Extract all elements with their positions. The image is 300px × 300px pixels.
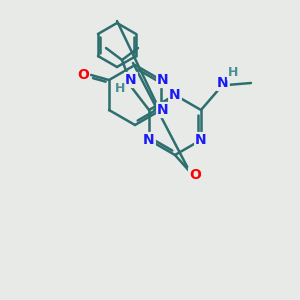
Text: O: O — [77, 68, 89, 82]
Text: N: N — [169, 88, 181, 102]
Text: H: H — [115, 82, 125, 95]
Text: N: N — [143, 133, 155, 147]
Text: N: N — [157, 103, 169, 117]
Text: N: N — [125, 73, 137, 87]
Text: H: H — [228, 67, 238, 80]
Text: O: O — [189, 168, 201, 182]
Text: N: N — [195, 133, 207, 147]
Text: N: N — [157, 73, 169, 87]
Text: N: N — [217, 76, 229, 90]
